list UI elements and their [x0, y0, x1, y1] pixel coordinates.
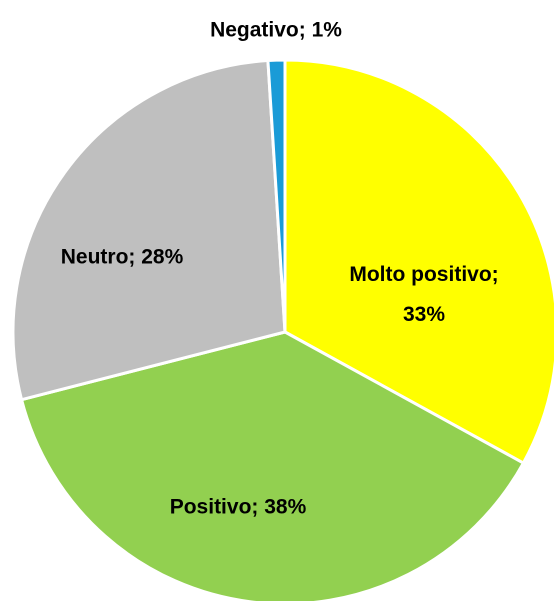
data-label: Positivo; 38%	[170, 496, 307, 519]
pie-slice	[19, 330, 526, 601]
data-label: Neutro; 28%	[61, 246, 184, 269]
pie-slice	[266, 58, 287, 333]
data-label-line: 33%	[403, 303, 445, 326]
data-label-line: Molto positivo;	[349, 263, 498, 286]
pie-slice	[283, 58, 554, 466]
data-label: Molto positivo; 33%	[349, 263, 498, 326]
pie-slice	[11, 58, 287, 402]
data-label: Negativo; 1%	[210, 19, 342, 42]
